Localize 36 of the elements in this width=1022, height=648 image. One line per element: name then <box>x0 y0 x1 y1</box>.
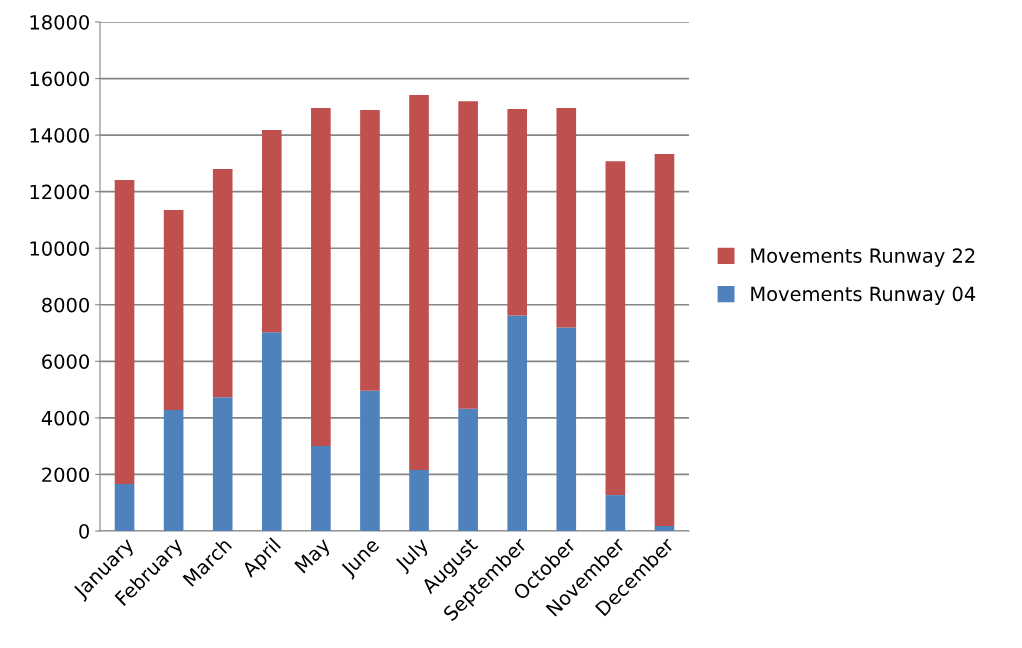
bar <box>212 397 233 531</box>
bar <box>458 408 478 531</box>
legend-label: Movements Runway 04 <box>751 286 976 306</box>
bar <box>409 469 429 531</box>
bar <box>360 390 380 531</box>
bar <box>605 495 626 531</box>
y-tick-label: 10000 <box>30 241 89 256</box>
bar <box>163 210 184 410</box>
bar <box>261 130 282 333</box>
bar <box>654 525 675 531</box>
bar <box>409 94 429 470</box>
y-tick-label: 2000 <box>42 467 89 483</box>
bar <box>556 327 577 531</box>
bar <box>163 409 184 531</box>
bar <box>114 180 135 485</box>
legend-label: Movements Runway 22 <box>751 248 975 267</box>
bar <box>556 107 577 328</box>
y-tick-label: 12000 <box>30 184 89 200</box>
bar <box>360 109 380 391</box>
bar <box>261 332 282 531</box>
bar <box>311 445 331 531</box>
bar <box>212 169 233 398</box>
y-tick-label: 8000 <box>42 297 89 313</box>
y-tick-label: 14000 <box>30 128 89 143</box>
bar <box>458 101 478 409</box>
bar <box>507 315 528 531</box>
bar <box>114 484 135 531</box>
bar <box>654 154 675 526</box>
y-tick-label: 18000 <box>30 14 89 30</box>
bar <box>507 109 528 316</box>
y-tick-label: 4000 <box>41 410 89 426</box>
bar <box>605 161 626 496</box>
y-tick-label: 0 <box>79 523 89 539</box>
bar <box>311 107 331 446</box>
y-tick-label: 16000 <box>30 71 89 87</box>
y-tick-label: 6000 <box>42 354 89 369</box>
